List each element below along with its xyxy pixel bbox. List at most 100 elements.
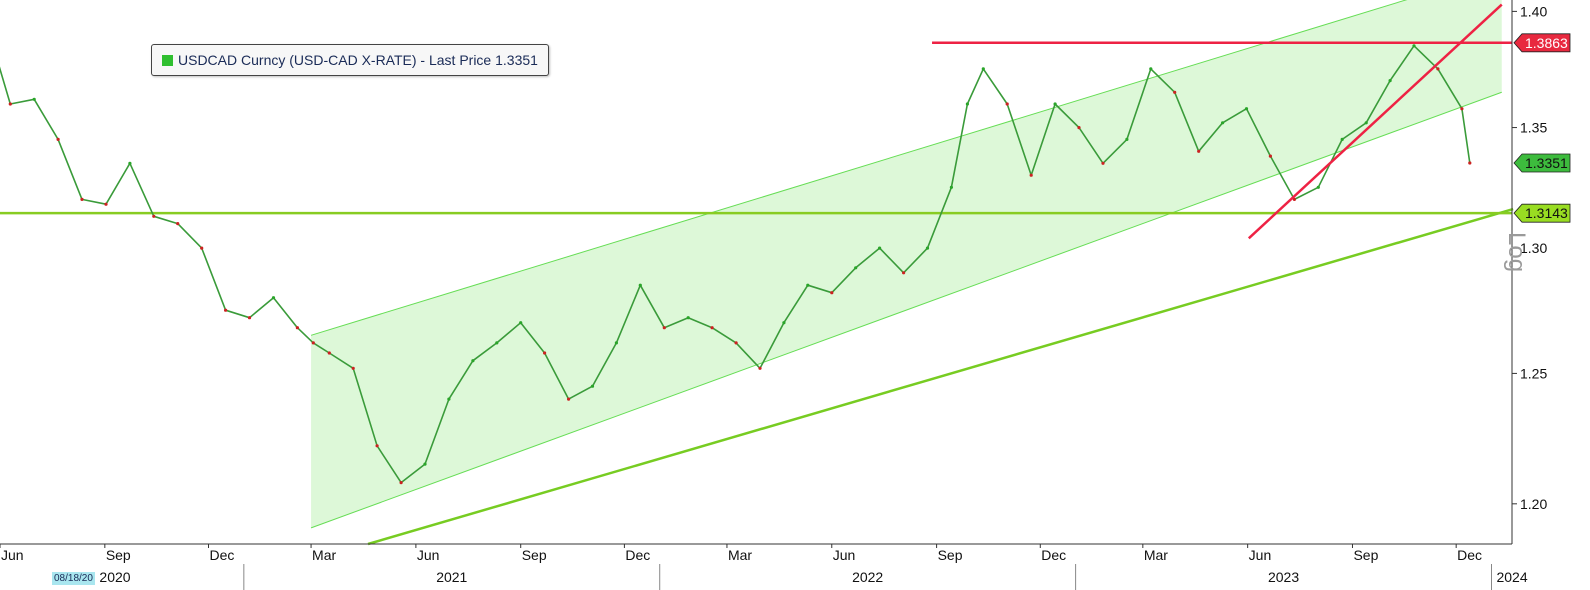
x-month-label: Dec bbox=[210, 547, 235, 563]
legend: USDCAD Curncy (USD-CAD X-RATE) - Last Pr… bbox=[151, 44, 549, 76]
y-tick-label: 1.20 bbox=[1520, 496, 1547, 512]
price-point bbox=[567, 397, 571, 401]
price-point bbox=[495, 341, 499, 345]
x-month-label: Sep bbox=[106, 547, 131, 563]
price-point bbox=[949, 185, 954, 189]
price-point bbox=[1029, 173, 1033, 177]
price-point bbox=[638, 283, 642, 287]
price-point bbox=[806, 283, 810, 287]
rising-trendline bbox=[1247, 3, 1503, 240]
price-point bbox=[878, 246, 882, 250]
price-point bbox=[1197, 149, 1201, 153]
price-point bbox=[1412, 44, 1416, 48]
price-point bbox=[224, 308, 228, 312]
channel-fill bbox=[311, 0, 1502, 528]
x-month-label: Dec bbox=[625, 547, 650, 563]
resistance-badge-bg bbox=[1513, 33, 1571, 53]
x-year-label: 2020 bbox=[99, 569, 130, 585]
x-month-label: Sep bbox=[1353, 547, 1378, 563]
price-point bbox=[423, 462, 427, 466]
price-point bbox=[1221, 121, 1225, 125]
price-point bbox=[1388, 79, 1392, 83]
date-stamp: 08/18/20 bbox=[52, 572, 95, 585]
y-tick-label: 1.30 bbox=[1520, 240, 1547, 256]
legend-swatch bbox=[162, 54, 173, 66]
x-year-label: 2021 bbox=[436, 569, 467, 585]
price-point bbox=[471, 359, 475, 363]
x-axis: Jun Sep Dec Mar Jun Sep Dec Mar Jun Sep Dec Mar Jun S… bbox=[0, 543, 1528, 590]
y-axis: 1.20 1.25 1.30 1.35 1.40 bbox=[1511, 0, 1547, 544]
price-badges: 1.3863 1.3351 1.3143 bbox=[1513, 33, 1571, 223]
channel-upper-line bbox=[310, 0, 1408, 336]
price-point bbox=[1460, 107, 1464, 111]
resistance-badge-label: 1.3863 bbox=[1525, 35, 1568, 51]
price-point bbox=[590, 384, 595, 388]
last-price-badge-bg bbox=[1513, 153, 1571, 173]
price-point bbox=[399, 481, 403, 485]
price-point bbox=[8, 102, 12, 106]
price-point bbox=[902, 271, 906, 275]
x-month-label: Jun bbox=[833, 547, 856, 563]
last-price-badge-label: 1.3351 bbox=[1525, 155, 1568, 171]
price-point bbox=[854, 266, 858, 270]
x-month-label: Dec bbox=[1457, 547, 1482, 563]
price-point bbox=[1125, 137, 1129, 141]
support-badge-label: 1.3143 bbox=[1525, 205, 1568, 221]
price-point bbox=[925, 246, 930, 250]
price-point bbox=[271, 296, 276, 300]
x-month-label: Sep bbox=[522, 547, 547, 563]
price-point bbox=[1468, 161, 1472, 165]
price-point bbox=[758, 366, 762, 370]
price-point bbox=[782, 321, 786, 325]
price-point bbox=[104, 202, 108, 206]
log-scale-label: Log bbox=[1503, 232, 1530, 273]
price-point bbox=[1316, 185, 1320, 189]
support-trendline-line bbox=[367, 207, 1514, 546]
price-point bbox=[1244, 107, 1249, 111]
support-badge-bg bbox=[1513, 203, 1571, 223]
x-month-label: Mar bbox=[1144, 547, 1168, 563]
price-point bbox=[830, 291, 834, 295]
channel-lower-line bbox=[310, 91, 1502, 529]
x-month-label: Jun bbox=[417, 547, 440, 563]
y-tick-label: 1.25 bbox=[1520, 365, 1547, 381]
price-point bbox=[176, 222, 180, 226]
horizontal-levels bbox=[0, 41, 1512, 215]
price-channel bbox=[310, 0, 1502, 529]
legend-text: USDCAD Curncy (USD-CAD X-RATE) - Last Pr… bbox=[178, 52, 538, 68]
price-point bbox=[1149, 67, 1153, 71]
price-point bbox=[351, 366, 355, 370]
x-month-label: Jun bbox=[1, 547, 24, 563]
x-month-label: Sep bbox=[938, 547, 963, 563]
price-point bbox=[56, 137, 60, 141]
price-point bbox=[1173, 90, 1177, 94]
support-trendline bbox=[367, 207, 1514, 546]
price-point bbox=[200, 246, 204, 250]
price-point bbox=[247, 316, 252, 320]
price-point bbox=[32, 97, 36, 101]
x-month-label: Mar bbox=[312, 547, 336, 563]
price-point bbox=[1436, 67, 1440, 71]
price-point bbox=[662, 326, 666, 330]
x-year-label: 2024 bbox=[1496, 569, 1527, 585]
x-year-label: 2023 bbox=[1268, 569, 1299, 585]
price-point bbox=[152, 214, 156, 218]
price-point bbox=[295, 326, 299, 330]
price-point bbox=[1340, 137, 1344, 141]
price-point bbox=[686, 316, 690, 320]
price-point bbox=[327, 351, 331, 355]
price-point bbox=[375, 444, 379, 448]
x-month-label: Dec bbox=[1041, 547, 1066, 563]
x-month-label: Mar bbox=[728, 547, 752, 563]
y-tick-label: 1.40 bbox=[1520, 3, 1547, 19]
price-point bbox=[447, 397, 451, 401]
price-point bbox=[1053, 102, 1057, 106]
price-point bbox=[1101, 161, 1105, 165]
price-point bbox=[519, 321, 523, 325]
price-point bbox=[614, 341, 619, 345]
price-point bbox=[311, 341, 315, 345]
price-series bbox=[0, 44, 1472, 485]
y-tick-label: 1.35 bbox=[1520, 120, 1547, 136]
price-point bbox=[80, 197, 84, 201]
